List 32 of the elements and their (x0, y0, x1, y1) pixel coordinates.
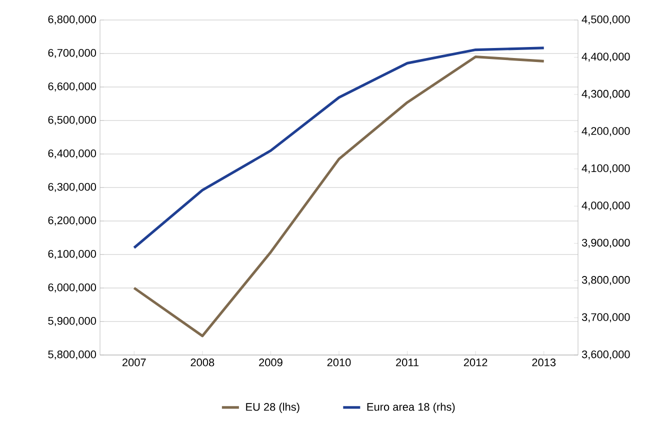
y2-tick-label: 4,000,000 (582, 202, 630, 211)
y2-tick-label: 3,800,000 (582, 276, 630, 286)
y-tick-label: 6,300,000 (48, 182, 96, 192)
y-tick-label: 5,800,000 (48, 350, 96, 360)
y-tick-label: 5,900,000 (48, 316, 96, 326)
legend-label: Euro area 18 (rhs) (367, 402, 455, 413)
y2-tick-label: 3,600,000 (582, 350, 630, 360)
legend-label: EU 28 (lhs) (246, 402, 300, 413)
line-series (132, 56, 546, 338)
line-series (132, 46, 546, 250)
y-tick-label: 6,000,000 (48, 283, 96, 293)
y2-tick-label: 3,700,000 (582, 313, 630, 322)
y2-tick-label: 4,200,000 (582, 127, 630, 136)
y2-tick-label: 4,500,000 (582, 15, 630, 25)
x-tick-label: 2009 (259, 358, 282, 366)
y-tick-label: 6,200,000 (48, 216, 96, 226)
x-tick-label: 2010 (327, 358, 351, 366)
y-tick-label: 6,400,000 (48, 149, 96, 159)
x-tick-label: 2013 (532, 358, 556, 366)
y-tick-label: 6,700,000 (48, 48, 96, 58)
y-tick-label: 6,800,000 (48, 15, 96, 25)
y-tick-label: 6,100,000 (48, 250, 96, 260)
x-tick-label: 2012 (464, 358, 488, 366)
y2-tick-label: 4,100,000 (582, 164, 630, 174)
y2-tick-label: 3,900,000 (582, 238, 630, 248)
x-tick-label: 2007 (122, 358, 146, 366)
y2-tick-label: 4,400,000 (582, 52, 630, 62)
x-tick-label: 2008 (190, 358, 214, 366)
y-tick-label: 6,500,000 (48, 116, 96, 126)
y2-tick-label: 4,300,000 (582, 90, 630, 99)
y-tick-label: 6,600,000 (48, 82, 96, 92)
x-tick-label: 2011 (396, 358, 419, 366)
